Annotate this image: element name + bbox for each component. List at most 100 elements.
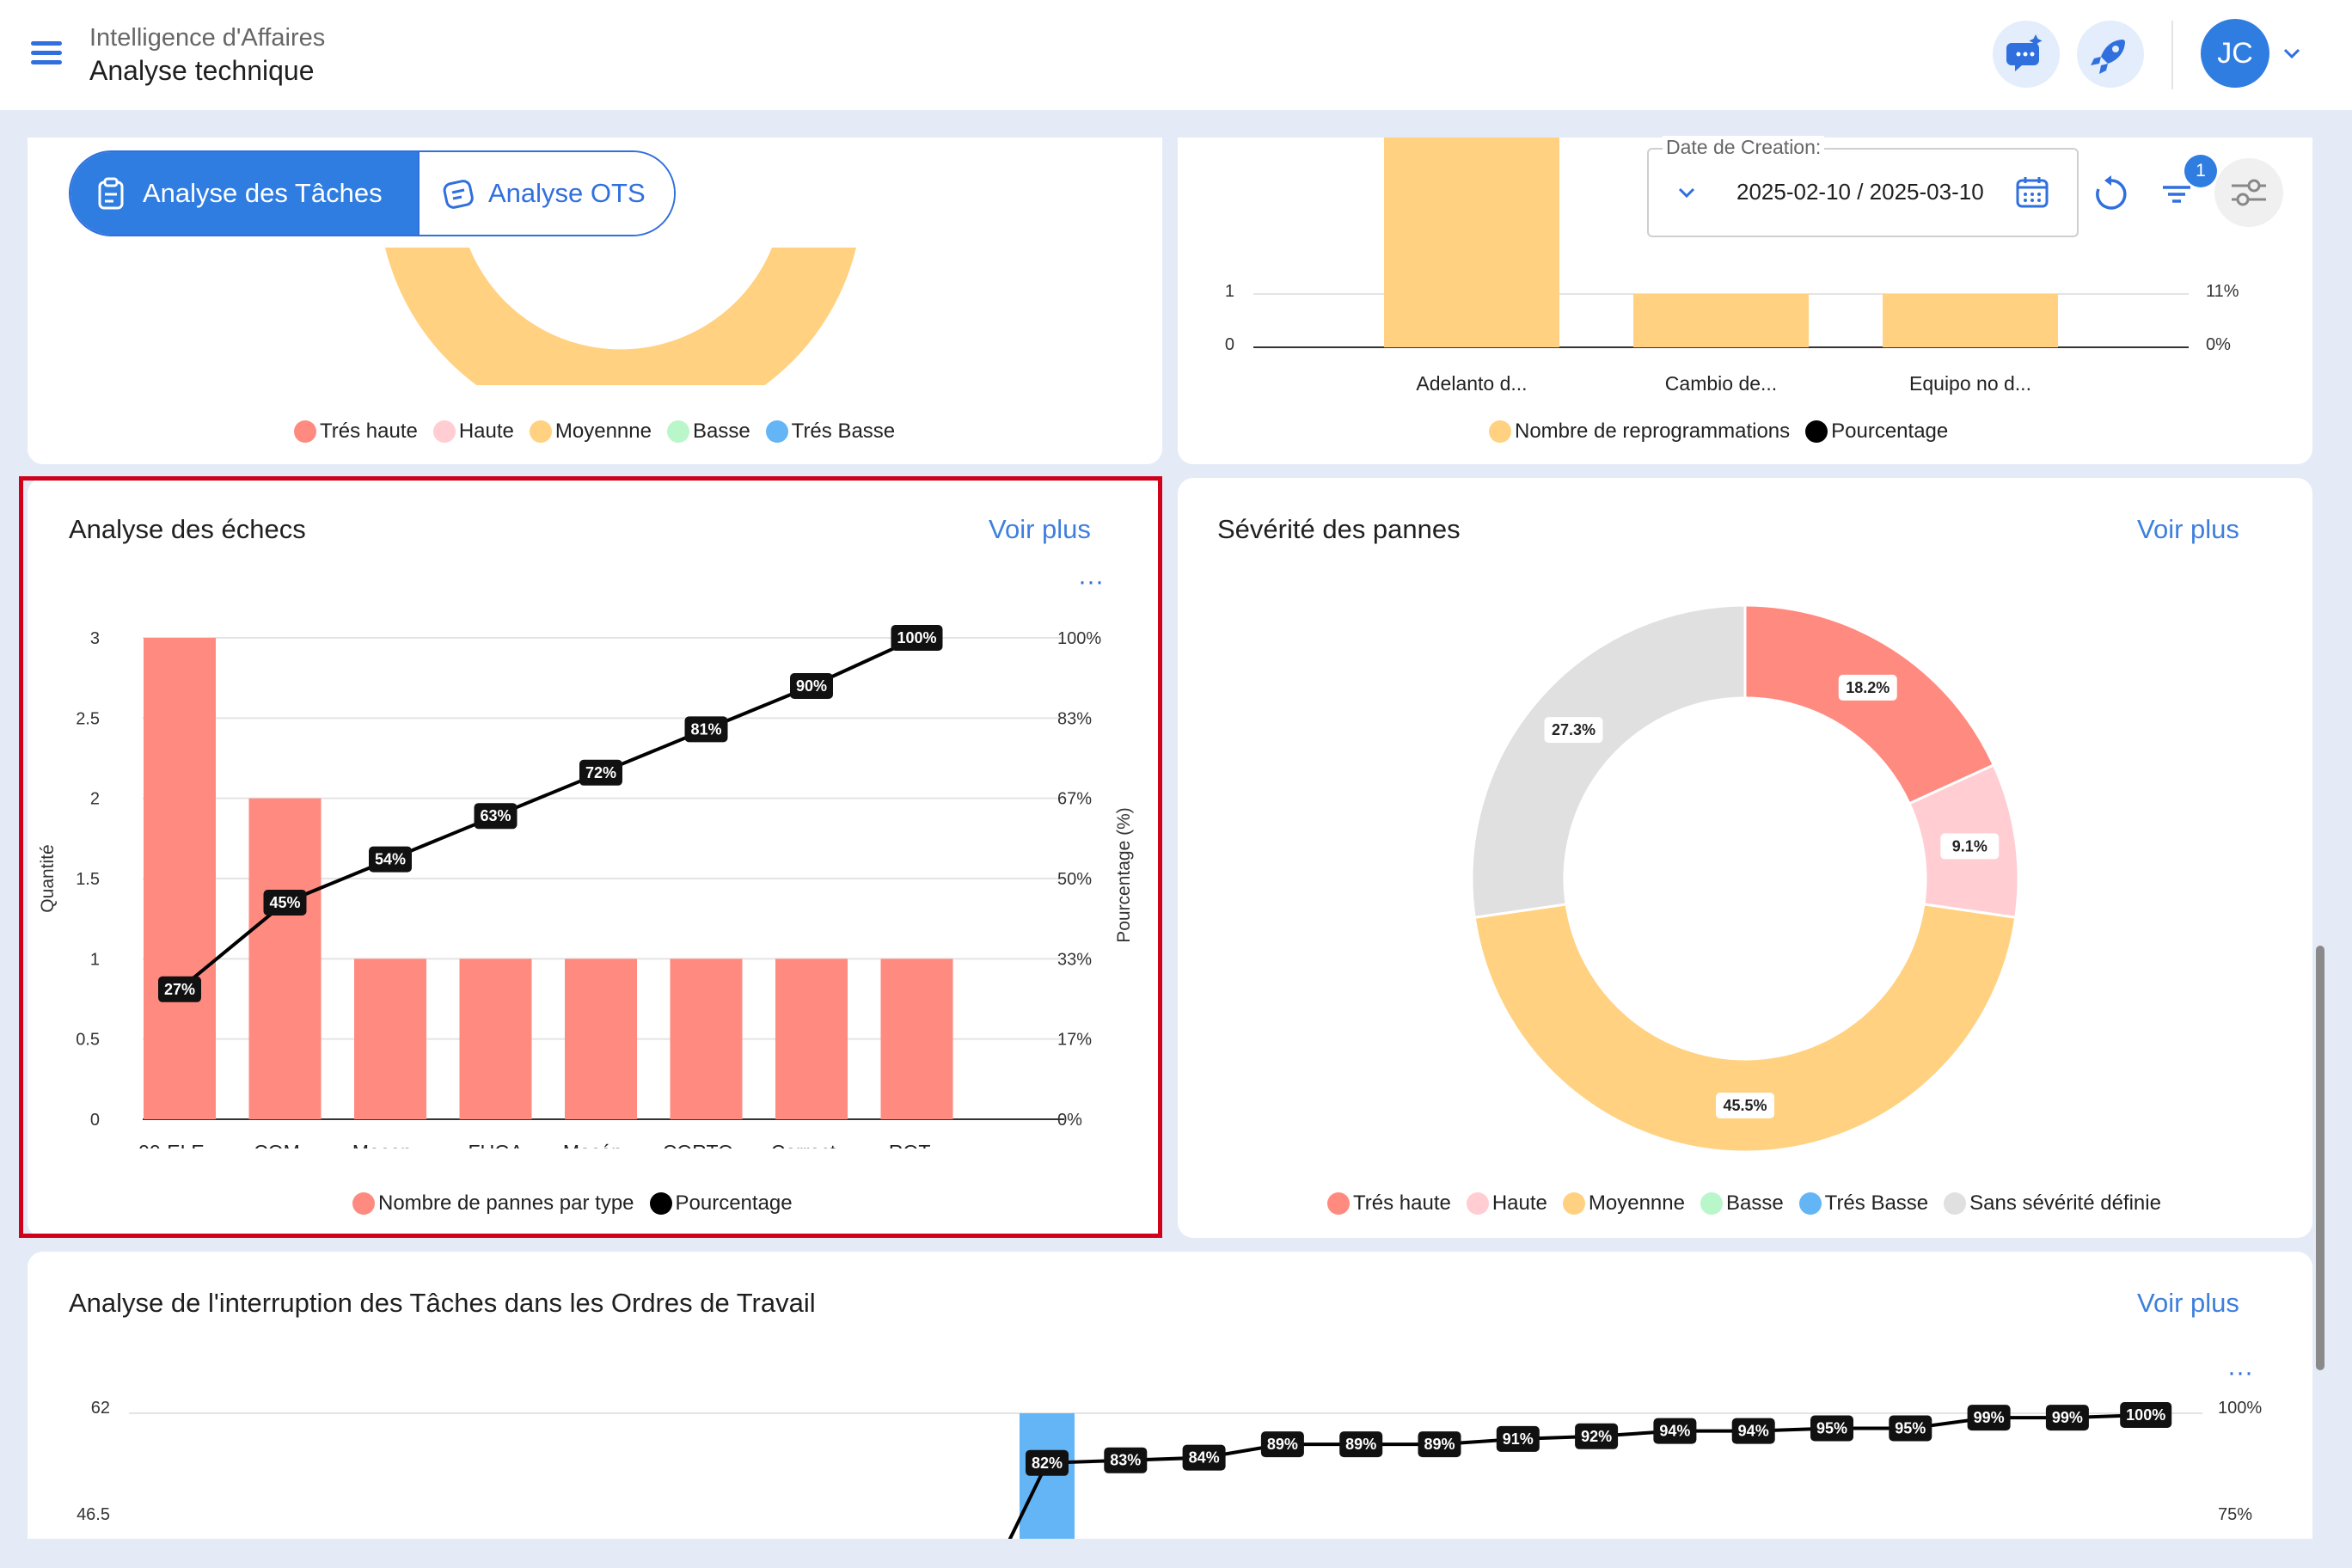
x-tick: Cambio de... bbox=[1665, 372, 1777, 395]
legend-item[interactable]: Sans sévérité définie bbox=[1944, 1191, 2161, 1216]
app-subtitle: Intelligence d'Affaires bbox=[89, 24, 326, 52]
x-tick: FUGA bbox=[469, 1141, 524, 1148]
severity-voir-plus-link[interactable]: Voir plus bbox=[2137, 514, 2239, 544]
settings-button[interactable] bbox=[2214, 158, 2283, 227]
percentage-point[interactable]: 72% bbox=[579, 759, 622, 786]
y2-tick: 75% bbox=[2218, 1505, 2252, 1524]
legend-item[interactable]: Basse bbox=[1700, 1191, 1784, 1216]
percentage-point[interactable]: 89% bbox=[1418, 1431, 1461, 1458]
data-label-box bbox=[369, 846, 412, 873]
legend-item[interactable]: Pourcentage bbox=[1805, 420, 1948, 444]
data-label-box bbox=[158, 976, 201, 1002]
data-label: 89% bbox=[1345, 1436, 1376, 1453]
data-label: 81% bbox=[690, 720, 721, 738]
legend-item[interactable]: Trés Basse bbox=[1798, 1191, 1928, 1216]
legend-item[interactable]: Trés Basse bbox=[765, 420, 895, 444]
chart-bar[interactable] bbox=[1633, 294, 1809, 347]
slice-label: 27.3% bbox=[1544, 717, 1603, 744]
legend-item[interactable]: Trés haute bbox=[294, 420, 418, 444]
percentage-point[interactable]: 99% bbox=[1967, 1405, 2011, 1431]
chart-bar[interactable] bbox=[775, 959, 848, 1119]
tab-analyse-ots[interactable]: Analyse OTS bbox=[418, 152, 674, 235]
y-tick: 0 bbox=[90, 1111, 100, 1130]
legend-item[interactable]: Moyennne bbox=[529, 420, 652, 444]
percentage-point[interactable]: 100% bbox=[2120, 1402, 2172, 1428]
legend-item[interactable]: Haute bbox=[1466, 1191, 1547, 1216]
legend-item[interactable]: Trés haute bbox=[1327, 1191, 1451, 1216]
chart-menu-icon[interactable]: ··· bbox=[1078, 567, 1104, 596]
y-tick: 3 bbox=[90, 629, 100, 648]
interruption-voir-plus-link[interactable]: Voir plus bbox=[2137, 1288, 2239, 1318]
menu-icon[interactable] bbox=[31, 38, 62, 69]
percentage-point[interactable]: 100% bbox=[891, 625, 943, 651]
percentage-point[interactable]: 84% bbox=[1182, 1444, 1226, 1471]
chart-bar[interactable] bbox=[1883, 294, 2058, 347]
chart-bar[interactable] bbox=[248, 798, 322, 1119]
clipboard-icon bbox=[98, 177, 124, 210]
chart-bar[interactable] bbox=[880, 959, 953, 1119]
quick-start-button[interactable] bbox=[2077, 21, 2144, 88]
donut-slice[interactable] bbox=[1473, 903, 2018, 1154]
legend-item[interactable]: Nombre de pannes par type bbox=[352, 1191, 634, 1216]
failures-legend: Nombre de pannes par type Pourcentage bbox=[352, 1191, 808, 1216]
percentage-point[interactable]: 92% bbox=[1575, 1423, 1619, 1449]
y2-axis-title: Pourcentage (%) bbox=[1114, 807, 1134, 943]
percentage-point[interactable]: 45% bbox=[263, 890, 307, 916]
percentage-point[interactable]: 81% bbox=[684, 716, 728, 743]
data-label: 82% bbox=[1032, 1455, 1063, 1472]
chart-bar[interactable] bbox=[670, 959, 743, 1119]
percentage-point[interactable]: 82% bbox=[1026, 1449, 1069, 1476]
donut-slice[interactable] bbox=[1470, 603, 1747, 919]
legend-item[interactable]: Nombre de reprogrammations bbox=[1489, 420, 1790, 444]
legend-item[interactable]: Pourcentage bbox=[649, 1191, 793, 1216]
chart-bar[interactable] bbox=[1020, 1413, 1075, 1539]
percentage-point[interactable]: 91% bbox=[1496, 1425, 1540, 1452]
calendar-icon[interactable] bbox=[2013, 174, 2051, 211]
chevron-down-icon[interactable] bbox=[2282, 45, 2302, 62]
severity-donut-chart: 18.2% 9.1% 45.5% 27.3% bbox=[1470, 603, 2020, 1154]
data-label-box bbox=[474, 803, 518, 830]
failures-card: Analyse des échecs Voir plus ··· Quantit… bbox=[28, 478, 1162, 1238]
percentage-point[interactable]: 94% bbox=[1653, 1418, 1697, 1444]
refresh-icon[interactable] bbox=[2089, 172, 2134, 217]
legend-item[interactable]: Basse bbox=[666, 420, 750, 444]
donut-slice[interactable] bbox=[1743, 603, 1996, 805]
tab-analyse-taches[interactable]: Analyse des Tâches bbox=[70, 152, 418, 235]
filter-count-badge: 1 bbox=[2184, 155, 2217, 187]
assistant-button[interactable] bbox=[1993, 21, 2060, 88]
chart-menu-icon[interactable]: ··· bbox=[2227, 1358, 2253, 1387]
chart-bar[interactable] bbox=[144, 638, 216, 1119]
percentage-point[interactable]: 54% bbox=[369, 846, 412, 873]
percentage-point[interactable]: 83% bbox=[1104, 1447, 1148, 1473]
percentage-point[interactable]: 94% bbox=[1731, 1418, 1775, 1444]
chart-bar[interactable] bbox=[459, 959, 532, 1119]
legend-item[interactable]: Haute bbox=[432, 420, 514, 444]
page-scrollbar[interactable] bbox=[2316, 946, 2324, 1370]
header-divider bbox=[2171, 21, 2173, 89]
y2-tick: 100% bbox=[2218, 1399, 2262, 1418]
data-label: 72% bbox=[585, 764, 616, 781]
slice-label-box bbox=[1838, 674, 1897, 701]
percentage-point[interactable]: 95% bbox=[1889, 1415, 1932, 1442]
chart-bar[interactable] bbox=[1384, 138, 1559, 347]
data-label-box bbox=[1496, 1425, 1540, 1452]
percentage-point[interactable]: 95% bbox=[1810, 1415, 1853, 1442]
percentage-point[interactable]: 99% bbox=[2045, 1405, 2089, 1431]
date-range-field[interactable]: Date de Creation: 2025-02-10 / 2025-03-1… bbox=[1647, 136, 2079, 237]
failures-voir-plus-link[interactable]: Voir plus bbox=[989, 514, 1091, 544]
slice-label: 18.2% bbox=[1838, 674, 1897, 701]
slice-label-text: 27.3% bbox=[1552, 721, 1596, 738]
y-tick: 62 bbox=[91, 1399, 110, 1418]
percentage-point[interactable]: 63% bbox=[474, 803, 518, 830]
legend-item[interactable]: Moyennne bbox=[1562, 1191, 1685, 1216]
filter-button[interactable] bbox=[2154, 172, 2199, 217]
data-label: 92% bbox=[1581, 1428, 1612, 1445]
percentage-point[interactable]: 89% bbox=[1339, 1431, 1383, 1458]
chart-bar[interactable] bbox=[565, 959, 637, 1119]
percentage-point[interactable]: 90% bbox=[790, 673, 833, 699]
chart-bar[interactable] bbox=[354, 959, 426, 1119]
avatar[interactable]: JC bbox=[2201, 19, 2269, 88]
chevron-down-icon[interactable] bbox=[1676, 184, 1697, 201]
percentage-point[interactable]: 89% bbox=[1260, 1431, 1304, 1458]
percentage-point[interactable]: 27% bbox=[158, 976, 201, 1002]
